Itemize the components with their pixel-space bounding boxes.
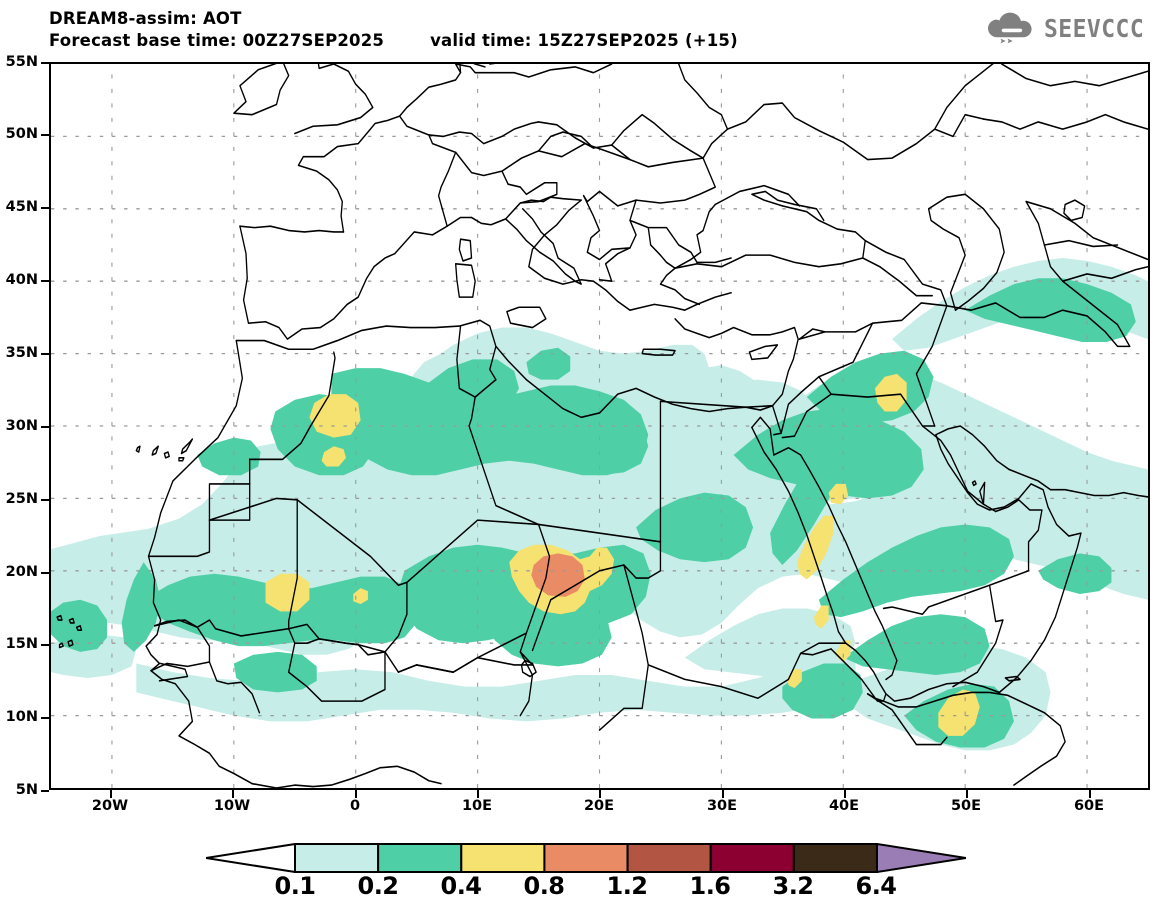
aot-map — [51, 64, 1148, 788]
y-axis-label: 30N — [5, 418, 38, 434]
seevccc-logo: SEEVCCC — [985, 10, 1153, 46]
colorbar-cell — [377, 843, 463, 873]
colorbar-cells — [294, 843, 878, 873]
x-axis-label: 60E — [1073, 798, 1105, 814]
y-tick — [41, 790, 49, 792]
x-tick — [355, 790, 357, 798]
colorbar-tick-label: 0.1 — [274, 872, 316, 900]
logo-text: SEEVCCC — [1044, 13, 1145, 43]
y-axis-label: 50N — [5, 126, 38, 142]
colorbar-over-arrow — [876, 843, 966, 873]
y-tick — [41, 717, 49, 719]
x-axis-label: 20E — [583, 798, 615, 814]
time-line: Forecast base time: 00Z27SEP2025 valid ti… — [49, 30, 949, 51]
x-tick — [232, 790, 234, 798]
x-tick — [599, 790, 601, 798]
cloud-icon — [985, 11, 1037, 45]
aot-contour-fill — [51, 258, 1148, 751]
x-axis-label: 30E — [706, 798, 738, 814]
base-time-label: Forecast base time: — [49, 31, 237, 50]
colorbar-swatches — [206, 843, 966, 873]
y-tick — [41, 62, 49, 64]
x-tick — [477, 790, 479, 798]
model-title: DREAM8-assim: AOT — [49, 9, 242, 28]
colorbar-under-arrow — [206, 843, 296, 873]
x-tick — [966, 790, 968, 798]
y-axis-label: 5N — [15, 782, 38, 798]
forecast-lead: (+15) — [684, 31, 738, 50]
x-axis-label: 10E — [461, 798, 493, 814]
x-tick — [722, 790, 724, 798]
x-tick — [110, 790, 112, 798]
base-time-value: 00Z27SEP2025 — [242, 31, 385, 50]
y-axis-label: 40N — [5, 272, 38, 288]
chart-header: DREAM8-assim: AOT Forecast base time: 00… — [49, 8, 949, 51]
colorbar-tick-label: 1.2 — [606, 872, 648, 900]
y-axis-label: 10N — [5, 709, 38, 725]
x-axis-label: 20W — [91, 798, 129, 814]
x-axis-label: 0 — [349, 798, 361, 814]
y-tick — [41, 572, 49, 574]
colorbar-cell — [460, 843, 546, 873]
y-axis-label: 15N — [5, 636, 38, 652]
colorbar-cell — [792, 843, 878, 873]
x-axis-label: 50E — [950, 798, 982, 814]
y-axis-label: 25N — [5, 491, 38, 507]
colorbar — [206, 843, 966, 873]
y-axis-label: 20N — [5, 564, 38, 580]
y-tick — [41, 426, 49, 428]
x-axis-label: 10W — [213, 798, 251, 814]
colorbar-tick-label: 3.2 — [772, 872, 814, 900]
colorbar-tick-label: 0.4 — [440, 872, 482, 900]
y-tick — [41, 644, 49, 646]
map-gridlines — [51, 64, 1148, 788]
map-plot-area — [49, 62, 1150, 790]
valid-time-label: valid time: — [430, 31, 532, 50]
y-axis-label: 35N — [5, 345, 38, 361]
y-tick — [41, 134, 49, 136]
y-tick — [41, 353, 49, 355]
y-tick — [41, 207, 49, 209]
colorbar-cell — [543, 843, 629, 873]
x-tick — [1089, 790, 1091, 798]
coastlines-and-borders — [56, 64, 1148, 788]
colorbar-tick-label: 6.4 — [855, 872, 897, 900]
colorbar-cell — [709, 843, 795, 873]
x-tick — [844, 790, 846, 798]
colorbar-tick-label: 0.2 — [357, 872, 399, 900]
colorbar-tick-label: 1.6 — [689, 872, 731, 900]
colorbar-tick-label: 0.8 — [523, 872, 565, 900]
colorbar-cell — [626, 843, 712, 873]
colorbar-cell — [294, 843, 380, 873]
x-axis-label: 40E — [828, 798, 860, 814]
y-tick — [41, 280, 49, 282]
y-axis-label: 45N — [5, 199, 38, 215]
y-axis-label: 55N — [5, 54, 38, 70]
valid-time-value: 15Z27SEP2025 — [537, 31, 679, 50]
y-tick — [41, 499, 49, 501]
